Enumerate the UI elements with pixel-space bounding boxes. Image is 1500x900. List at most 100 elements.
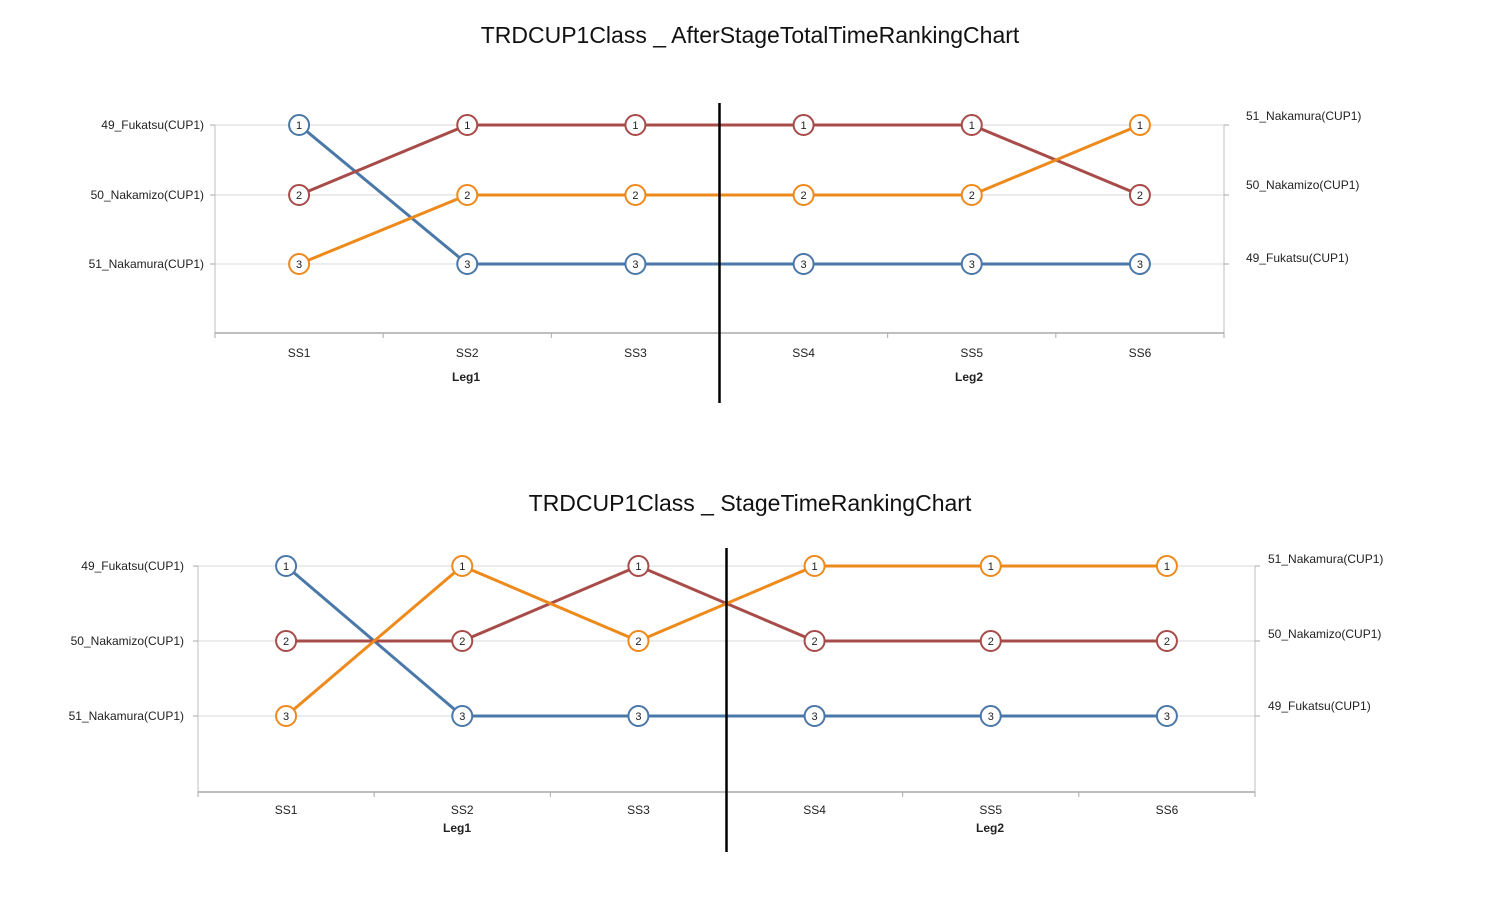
data-point-marker: [1128, 114, 1151, 136]
data-label: 3: [801, 259, 807, 271]
left-tick-label: 51_Nakamura(CUP1): [89, 257, 204, 271]
data-label: 2: [296, 190, 302, 202]
left-tick-label: 51_Nakamura(CUP1): [69, 709, 184, 723]
chart-after-stage-total-time: TRDCUP1Class _ AfterStageTotalTimeRankin…: [0, 0, 1500, 440]
data-label: 3: [969, 259, 975, 271]
data-point-marker: [456, 114, 479, 136]
data-point-marker: [979, 555, 1002, 577]
data-point-marker: [1155, 555, 1178, 577]
x-tick-label: SS4: [803, 803, 826, 817]
data-label: 3: [296, 259, 302, 271]
data-label: 2: [283, 636, 289, 648]
x-tick-label: SS5: [960, 346, 983, 360]
data-label: 1: [1164, 561, 1170, 573]
data-label: 2: [969, 190, 975, 202]
left-tick-label: 50_Nakamizo(CUP1): [71, 634, 184, 648]
chart-title: TRDCUP1Class _ AfterStageTotalTimeRankin…: [480, 22, 1020, 48]
right-tick-label: 49_Fukatsu(CUP1): [1246, 251, 1349, 265]
x-tick-label: SS1: [275, 803, 298, 817]
data-point-marker: [288, 184, 311, 206]
data-point-marker: [451, 705, 474, 727]
data-point-marker: [627, 630, 650, 652]
x-tick-label: SS2: [451, 803, 474, 817]
right-tick-label: 50_Nakamizo(CUP1): [1246, 178, 1359, 192]
x-group-label: Leg1: [452, 370, 480, 384]
data-point-marker: [792, 184, 815, 206]
right-tick-label: 49_Fukatsu(CUP1): [1268, 699, 1371, 713]
data-point-marker: [456, 253, 479, 275]
data-label: 3: [635, 711, 641, 723]
data-point-marker: [960, 114, 983, 136]
data-point-marker: [803, 630, 826, 652]
data-label: 1: [296, 120, 302, 132]
data-label: 3: [812, 711, 818, 723]
data-label: 3: [283, 711, 289, 723]
left-tick-label: 49_Fukatsu(CUP1): [81, 559, 184, 573]
data-label: 1: [632, 120, 638, 132]
x-group-label: Leg2: [976, 821, 1004, 835]
data-label: 1: [801, 120, 807, 132]
data-label: 3: [1164, 711, 1170, 723]
data-label: 2: [632, 190, 638, 202]
data-point-marker: [624, 114, 647, 136]
data-point-marker: [275, 630, 298, 652]
data-point-marker: [451, 555, 474, 577]
data-point-marker: [275, 705, 298, 727]
x-tick-label: SS2: [456, 346, 479, 360]
data-label: 1: [283, 561, 289, 573]
data-point-marker: [451, 630, 474, 652]
chart-title: TRDCUP1Class _ StageTimeRankingChart: [528, 490, 972, 516]
data-point-marker: [1155, 705, 1178, 727]
data-label: 1: [988, 561, 994, 573]
data-point-marker: [960, 184, 983, 206]
data-point-marker: [624, 253, 647, 275]
left-tick-label: 50_Nakamizo(CUP1): [91, 188, 204, 202]
data-label: 3: [464, 259, 470, 271]
data-point-marker: [288, 253, 311, 275]
data-label: 1: [969, 120, 975, 132]
data-point-marker: [803, 555, 826, 577]
chart-stage-time: TRDCUP1Class _ StageTimeRankingChart SS1…: [0, 470, 1500, 890]
x-tick-label: SS1: [288, 346, 311, 360]
data-point-marker: [624, 184, 647, 206]
data-point-marker: [627, 555, 650, 577]
data-point-marker: [792, 114, 815, 136]
data-label: 3: [459, 711, 465, 723]
data-point-marker: [1128, 184, 1151, 206]
data-point-marker: [803, 705, 826, 727]
data-label: 1: [635, 561, 641, 573]
data-label: 1: [464, 120, 470, 132]
right-tick-label: 51_Nakamura(CUP1): [1246, 109, 1361, 123]
x-group-label: Leg2: [955, 370, 983, 384]
data-label: 2: [988, 636, 994, 648]
x-tick-label: SS6: [1156, 803, 1179, 817]
data-point-marker: [627, 705, 650, 727]
chart-svg: SS1 SS2 SS3 SS4 SS5 SS6 Leg1 Leg2 49_Fukatsu(CUP…: [89, 103, 1361, 403]
chart-svg: SS1 SS2 SS3 SS4 SS5 SS6 Leg1 Leg2 49_Fukatsu(CUP…: [69, 548, 1383, 852]
left-tick-label: 49_Fukatsu(CUP1): [101, 118, 204, 132]
x-tick-label: SS3: [624, 346, 647, 360]
data-point-marker: [1155, 630, 1178, 652]
x-tick-label: SS5: [979, 803, 1002, 817]
x-tick-label: SS3: [627, 803, 650, 817]
x-tick-label: SS6: [1129, 346, 1152, 360]
data-label: 3: [988, 711, 994, 723]
data-label: 2: [812, 636, 818, 648]
right-tick-label: 50_Nakamizo(CUP1): [1268, 627, 1381, 641]
data-label: 2: [459, 636, 465, 648]
data-point-marker: [979, 705, 1002, 727]
data-point-marker: [288, 114, 311, 136]
data-point-marker: [792, 253, 815, 275]
data-label: 1: [1137, 120, 1143, 132]
x-tick-label: SS4: [792, 346, 815, 360]
right-tick-label: 51_Nakamura(CUP1): [1268, 552, 1383, 566]
data-label: 1: [812, 561, 818, 573]
data-label: 2: [1137, 190, 1143, 202]
data-label: 2: [1164, 636, 1170, 648]
data-label: 2: [464, 190, 470, 202]
data-label: 3: [1137, 259, 1143, 271]
data-label: 2: [635, 636, 641, 648]
data-label: 3: [632, 259, 638, 271]
data-point-marker: [275, 555, 298, 577]
data-point-marker: [960, 253, 983, 275]
